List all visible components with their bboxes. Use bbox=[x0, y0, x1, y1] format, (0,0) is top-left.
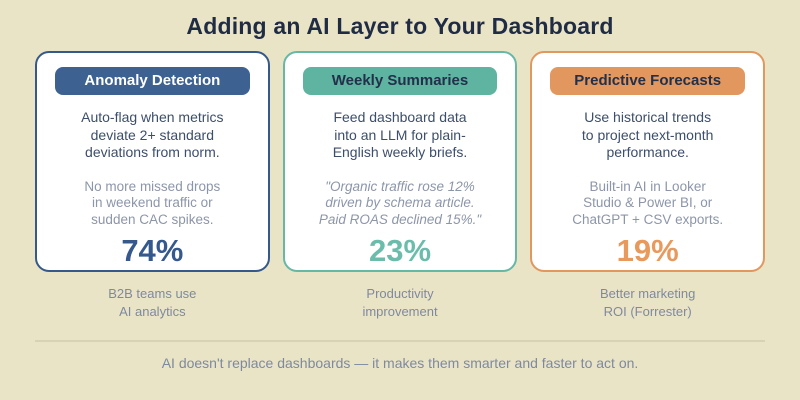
text-line: driven by schema article. bbox=[325, 195, 475, 210]
card-body-text: Feed dashboard data into an LLM for plai… bbox=[285, 109, 516, 162]
text-line: performance. bbox=[606, 144, 689, 160]
card-caption: B2B teams use AI analytics bbox=[35, 285, 270, 321]
text-line: to project next-month bbox=[581, 126, 714, 143]
text-line: into an LLM for plain- bbox=[334, 126, 466, 143]
text-line: improvement bbox=[362, 304, 438, 319]
text-line: Paid ROAS declined 15%." bbox=[318, 211, 482, 227]
text-line: Use historical trends bbox=[584, 109, 712, 125]
card-note-text: No more missed drops in weekend traffic … bbox=[37, 179, 268, 229]
card-note-text: Built-in AI in Looker Studio & Power BI,… bbox=[532, 179, 763, 229]
predictive-forecasts-column: Predictive Forecasts Use historical tren… bbox=[530, 51, 766, 321]
anomaly-detection-column: Anomaly Detection Auto-flag when metrics… bbox=[35, 51, 270, 321]
card-body-text: Auto-flag when metrics deviate 2+ standa… bbox=[37, 109, 268, 162]
text-line: deviate 2+ standard bbox=[90, 126, 215, 143]
weekly-summaries-badge: Weekly Summaries bbox=[302, 67, 498, 95]
text-line: ROI (Forrester) bbox=[603, 304, 692, 319]
stat-value: 74% bbox=[121, 233, 184, 268]
page-title: Adding an AI Layer to Your Dashboard bbox=[186, 13, 614, 39]
text-line: deviations from norm. bbox=[85, 144, 220, 160]
text-line: "Organic traffic rose 12% bbox=[325, 178, 475, 194]
stat-value: 23% bbox=[368, 233, 432, 268]
text-line: Built-in AI in Looker bbox=[589, 178, 706, 194]
text-line: No more missed drops bbox=[84, 178, 221, 194]
predictive-forecasts-badge: Predictive Forecasts bbox=[550, 67, 746, 95]
predictive-forecasts-card: Predictive Forecasts Use historical tren… bbox=[530, 51, 766, 272]
anomaly-detection-badge: Anomaly Detection bbox=[55, 67, 250, 95]
card-caption: Better marketing ROI (Forrester) bbox=[530, 285, 765, 321]
anomaly-detection-card: Anomaly Detection Auto-flag when metrics… bbox=[35, 51, 270, 272]
cards-row: Anomaly Detection Auto-flag when metrics… bbox=[0, 51, 800, 321]
text-line: AI analytics bbox=[119, 304, 186, 319]
text-line: Better marketing bbox=[599, 286, 696, 301]
footer-text: AI doesn't replace dashboards — it makes… bbox=[161, 355, 639, 371]
text-line: ChatGPT + CSV exports. bbox=[572, 211, 724, 227]
weekly-summaries-column: Weekly Summaries Feed dashboard data int… bbox=[282, 51, 518, 321]
card-caption: Productivity improvement bbox=[283, 285, 518, 321]
footer-divider bbox=[35, 340, 765, 342]
text-line: Productivity bbox=[366, 286, 434, 301]
text-line: Studio & Power BI, or bbox=[583, 195, 713, 210]
card-quote-text: "Organic traffic rose 12% driven by sche… bbox=[285, 179, 516, 229]
text-line: English weekly briefs. bbox=[332, 144, 468, 160]
weekly-summaries-card: Weekly Summaries Feed dashboard data int… bbox=[282, 51, 518, 272]
text-line: sudden CAC spikes. bbox=[91, 211, 214, 227]
text-line: B2B teams use bbox=[108, 286, 197, 301]
stat-value: 19% bbox=[616, 233, 679, 268]
text-line: Auto-flag when metrics bbox=[81, 109, 224, 125]
text-line: in weekend traffic or bbox=[92, 195, 213, 210]
card-body-text: Use historical trends to project next-mo… bbox=[532, 109, 763, 162]
text-line: Feed dashboard data bbox=[333, 109, 467, 125]
